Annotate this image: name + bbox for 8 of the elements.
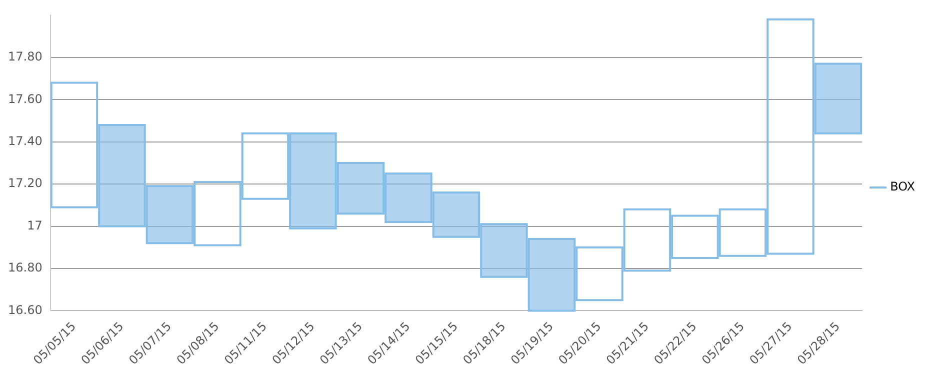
y-tick-label: 17.60 — [8, 92, 42, 106]
y-tick-label: 16.60 — [8, 302, 42, 317]
y-tick-label: 17.40 — [8, 134, 42, 148]
y-tick-label: 17 — [27, 218, 42, 232]
y-tick-label: 17.20 — [8, 176, 42, 190]
y-tick-label: 17.80 — [8, 50, 42, 64]
legend-label: BOX — [890, 180, 915, 194]
y-tick-label: 16.80 — [8, 260, 42, 275]
